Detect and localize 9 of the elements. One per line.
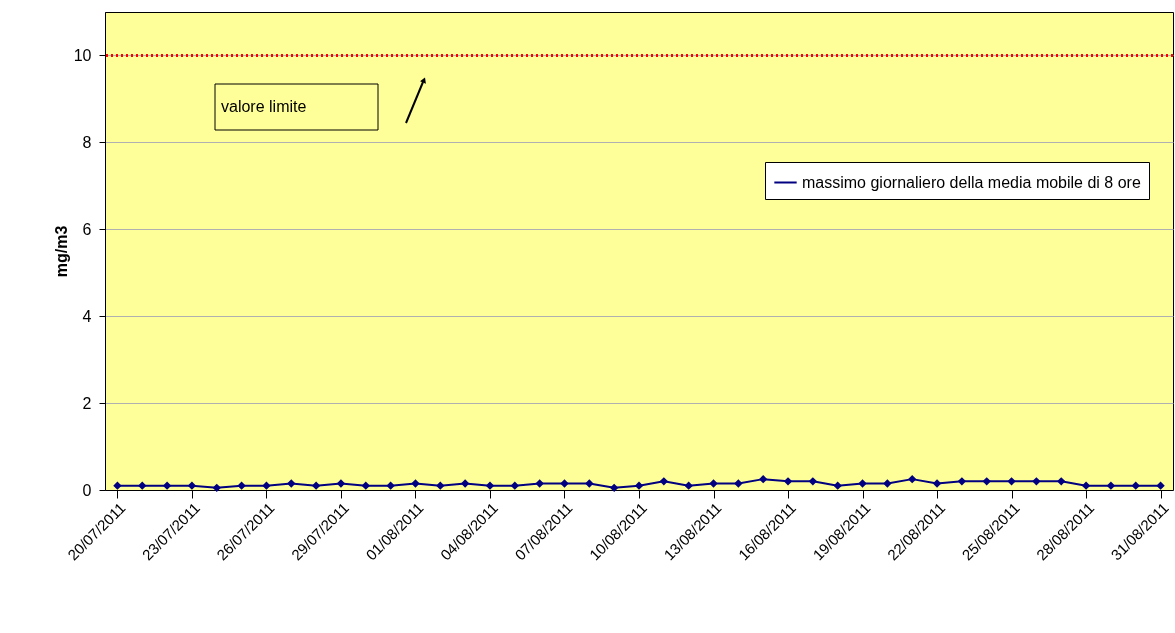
y-tick-label: 2 bbox=[82, 394, 92, 412]
y-tick-label: 10 bbox=[73, 46, 92, 64]
ref-line-label: valore limite bbox=[221, 98, 307, 115]
legend-label: massimo giornaliero della media mobile di 8 ore bbox=[802, 173, 1141, 191]
y-tick-label: 4 bbox=[82, 307, 92, 325]
y-tick-label: 0 bbox=[82, 481, 92, 499]
y-tick-label: 8 bbox=[82, 133, 92, 151]
y-tick-label: 6 bbox=[82, 220, 92, 238]
y-axis-title: mg/m3 bbox=[52, 225, 70, 278]
